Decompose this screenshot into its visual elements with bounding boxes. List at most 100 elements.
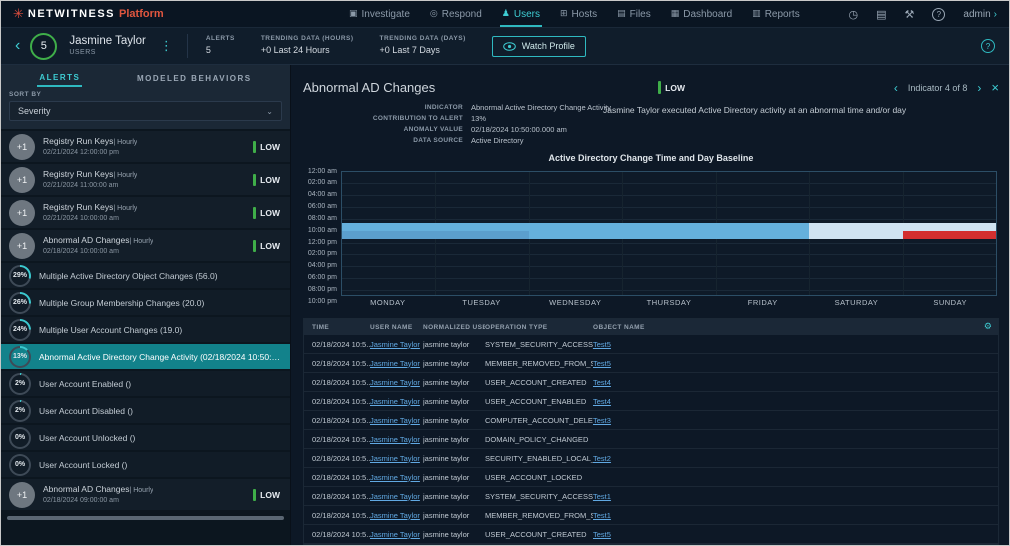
tools-icon[interactable]: ⚒ [904, 7, 915, 21]
alert-list-item[interactable]: +1 Registry Run Keys| Hourly 02/21/2024 12… [1, 131, 290, 162]
back-button chevron-left-icon[interactable]: ‹ [15, 37, 21, 54]
cell-time: 02/18/2024 10:5... [312, 377, 370, 387]
user-link[interactable]: Jasmine Taylor [370, 339, 420, 349]
x-axis-label: SATURDAY [834, 298, 879, 308]
indicator-label: Multiple User Account Changes (19.0) [39, 324, 183, 335]
user-link[interactable]: Jasmine Taylor [370, 529, 420, 539]
user-link[interactable]: Jasmine Taylor [370, 434, 420, 444]
indicator-list-item[interactable]: 29% Multiple Active Directory Object Chan… [1, 263, 290, 288]
alert-list-item[interactable]: +1 Registry Run Keys| Hourly 02/21/2024 10… [1, 197, 290, 228]
cell-normalized-user: jasmine taylor [423, 453, 470, 463]
chevron-down-icon: ⌄ [266, 106, 273, 116]
user-link[interactable]: Jasmine Taylor [370, 415, 420, 425]
alert-count-badge: +1 [9, 232, 35, 259]
cell-operation-type: DOMAIN_POLICY_CHANGED [485, 434, 589, 444]
indicator-list-item[interactable]: 2% User Account Enabled () [1, 371, 290, 396]
alert-text: Registry Run Keys| Hourly 02/21/2024 11:0… [43, 169, 137, 190]
y-axis-label: 08:00 am [307, 214, 337, 222]
x-axis-label: MONDAY [370, 298, 406, 308]
indicator-list-item[interactable]: 2% User Account Disabled () [1, 398, 290, 423]
y-axis-label: 04:00 am [307, 191, 337, 199]
object-link[interactable]: Test5 [593, 529, 611, 539]
object-link[interactable]: Test4 [593, 377, 611, 387]
tab-alerts[interactable]: ALERTS [37, 68, 83, 87]
alert-timestamp: 02/21/2024 11:00:00 am [43, 181, 119, 189]
meta-label: INDICATOR [424, 103, 463, 111]
nav-item-files[interactable]: ▤ Files [617, 1, 651, 27]
user-link[interactable]: Jasmine Taylor [370, 358, 420, 368]
alert-frequency: | Hourly [129, 238, 154, 246]
horizontal-scrollbar[interactable] [7, 516, 284, 520]
object-link[interactable]: Test5 [593, 339, 611, 349]
user-link[interactable]: Jasmine Taylor [370, 453, 420, 463]
detail-meta: INDICATOR Abnormal Active Directory Chang… [303, 103, 999, 145]
close-button close-icon[interactable]: × [991, 80, 999, 96]
content: ALERTS MODELED BEHAVIORS SORT BY Severit… [1, 65, 1009, 545]
sort-select[interactable]: Severity ⌄ [9, 101, 282, 121]
stat-value: 5 [205, 45, 211, 56]
kebab-menu[interactable]: ⋮ [159, 38, 173, 54]
pager-next chevron-right-icon[interactable]: › [977, 80, 982, 95]
user-link[interactable]: Jasmine Taylor [370, 472, 420, 482]
table-row: 02/18/2024 10:5... Jasmine Taylor jasmine … [304, 449, 998, 468]
settings-gear-icon[interactable]: ⚙ [983, 322, 992, 332]
severity-label: LOW [260, 207, 280, 218]
user-link[interactable]: Jasmine Taylor [370, 377, 420, 387]
cell-time: 02/18/2024 10:5... [312, 434, 370, 444]
object-link[interactable]: Test2 [593, 453, 611, 463]
y-axis-label: 02:00 am [307, 179, 337, 187]
indicator-list-item[interactable]: 13% Abnormal Active Directory Change Acti… [1, 344, 290, 369]
indicator-list-item[interactable]: 26% Multiple Group Membership Changes (20… [1, 290, 290, 315]
pager-prev chevron-left-icon[interactable]: ‹ [893, 80, 898, 95]
indicator-list-item[interactable]: 0% User Account Locked () [1, 452, 290, 477]
object-link[interactable]: Test1 [593, 510, 611, 520]
object-link[interactable]: Test1 [593, 491, 611, 501]
help-button[interactable]: ? [981, 39, 995, 53]
user-link[interactable]: Jasmine Taylor [370, 510, 420, 520]
alert-list-item[interactable]: +1 Abnormal AD Changes| Hourly 02/18/2024 … [1, 230, 290, 261]
alert-list-item[interactable]: +1 Registry Run Keys| Hourly 02/21/2024 11… [1, 164, 290, 195]
events-table: TIME USER NAME NORMALIZED USER ...OPERATIO… [303, 318, 999, 545]
nav-item-respond[interactable]: ◎ Respond [430, 1, 482, 27]
object-link[interactable]: Test3 [593, 415, 611, 425]
hosts-icon: ⊞ [559, 9, 568, 19]
alert-frequency: | Hourly [113, 172, 138, 180]
pager-text: Indicator 4 of 8 [907, 82, 968, 93]
stat-label: TRENDING DATA (HOURS) [260, 35, 354, 43]
indicator-list-item[interactable]: 24% Multiple User Account Changes (19.0) [1, 317, 290, 342]
alert-list-item[interactable]: +1 Abnormal AD Changes| Hourly 02/18/2024 … [1, 479, 290, 510]
x-axis-label: THURSDAY [646, 298, 692, 308]
alert-count-badge: +1 [9, 166, 35, 193]
user-link[interactable]: Jasmine Taylor [370, 396, 420, 406]
console-icon[interactable]: ▤ [876, 7, 887, 21]
cell-operation-type: MEMBER_REMOVED_FROM_SECURIT... [485, 510, 593, 520]
watch-profile-button[interactable]: Watch Profile [491, 35, 586, 57]
indicator-percent: 0% [11, 428, 29, 447]
nav-item-investigate[interactable]: ▣ Investigate [349, 1, 410, 27]
nav-item-hosts[interactable]: ⊞ Hosts [560, 1, 597, 27]
cell-normalized-user: jasmine taylor [423, 529, 470, 539]
baseline-band-segment [342, 222, 810, 231]
help-icon[interactable]: ? [932, 7, 946, 21]
nav-item-reports[interactable]: ▥ Reports [752, 1, 800, 27]
nav-item-dashboard[interactable]: ▦ Dashboard [671, 1, 732, 27]
indicator-percent: 24% [11, 320, 29, 339]
timer-icon[interactable]: ◷ [848, 7, 859, 21]
indicator-label: User Account Enabled () [39, 378, 132, 389]
topbar: ✳ NETWITNESS Platform ▣ Investigate ◎ Respo… [1, 1, 1009, 27]
cell-time: 02/18/2024 10:5... [312, 510, 370, 520]
nav-item-users[interactable]: ♟ Users [499, 1, 543, 27]
object-link[interactable]: Test4 [593, 396, 611, 406]
cell-time: 02/18/2024 10:5... [312, 339, 370, 349]
cell-operation-type: MEMBER_REMOVED_FROM_SECURIT... [485, 358, 593, 368]
y-axis-label: 12:00 am [307, 167, 337, 175]
object-link[interactable]: Test5 [593, 358, 611, 368]
severity-badge: LOW [253, 140, 280, 153]
chevron-right-icon: › [993, 8, 997, 20]
user-link[interactable]: Jasmine Taylor [370, 491, 420, 501]
indicator-list-item[interactable]: 0% User Account Unlocked () [1, 425, 290, 450]
meta-label: ANOMALY VALUE [403, 125, 463, 133]
admin-menu[interactable]: admin › [963, 8, 997, 20]
tab-modeled-behaviors[interactable]: MODELED BEHAVIORS [136, 73, 252, 83]
brand-product: Platform [119, 8, 164, 20]
